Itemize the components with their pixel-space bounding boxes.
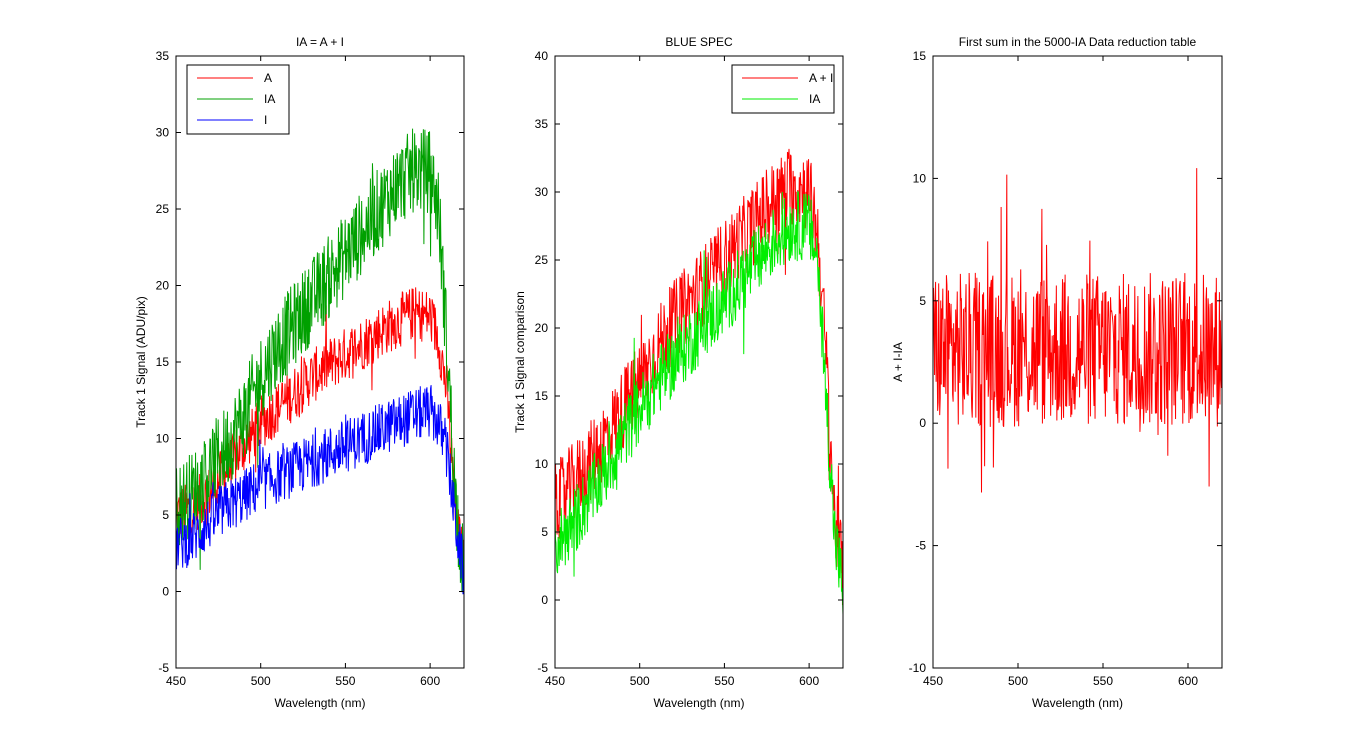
y-tick-label: -5 [158, 661, 169, 675]
series-i [176, 385, 464, 595]
x-axis-label: Wavelength (nm) [275, 696, 366, 710]
y-tick-label: 10 [156, 432, 170, 446]
y-tick-label: 20 [156, 279, 170, 293]
y-tick-label: 40 [535, 49, 549, 63]
y-tick-label: -5 [537, 661, 548, 675]
x-tick-label: 500 [251, 674, 271, 688]
y-tick-label: 5 [919, 294, 926, 308]
axes-frame [554, 55, 844, 669]
series-line [933, 168, 1222, 493]
x-tick-label: 600 [799, 674, 819, 688]
x-tick-label: 450 [923, 674, 943, 688]
y-tick-label: 0 [919, 416, 926, 430]
x-tick-label: 500 [1008, 674, 1028, 688]
x-tick-label: 500 [630, 674, 650, 688]
y-tick-label: 10 [913, 171, 927, 185]
y-tick-label: 30 [156, 126, 170, 140]
y-tick-label: 25 [535, 253, 549, 267]
y-tick-label: 10 [535, 457, 549, 471]
chart-2: 450 500 550 600 -5 0 5 10 15 20 25 30 35 40 BLUE SPEC W… [513, 35, 844, 710]
legend-label: IA [809, 92, 820, 106]
legend-label: I [264, 113, 267, 127]
y-axis-label: A + I-IA [891, 342, 905, 382]
x-tick-label: 550 [714, 674, 734, 688]
x-axis-label: Wavelength (nm) [654, 696, 745, 710]
x-tick-label: 450 [166, 674, 186, 688]
chart-title: IA = A + I [296, 35, 344, 49]
y-tick-label: 15 [913, 49, 927, 63]
y-tick-label: -10 [909, 661, 927, 675]
y-tick-label: 30 [535, 185, 549, 199]
y-tick-label: 5 [162, 508, 169, 522]
chart-title: BLUE SPEC [665, 35, 733, 49]
y-tick-label: 35 [156, 49, 170, 63]
legend: A IA I [186, 64, 290, 135]
y-tick-label: 20 [535, 321, 549, 335]
series-ia [555, 191, 843, 615]
legend-box [731, 64, 835, 114]
y-axis-label: Track 1 Signal (ADU/pix) [134, 296, 148, 428]
chart-1: 450 500 550 600 -5 0 5 10 15 20 25 30 35 IA = A + I Wa… [134, 35, 465, 710]
y-tick-label: 15 [156, 355, 170, 369]
y-tick-label: 5 [541, 525, 548, 539]
x-tick-label: 550 [1093, 674, 1113, 688]
axes-frame [932, 55, 1223, 669]
y-tick-label: 25 [156, 202, 170, 216]
y-tick-label: 35 [535, 117, 549, 131]
chart-3: 450 500 550 600 -10 -5 0 5 10 15 First sum in the … [891, 35, 1223, 710]
y-tick-label: 0 [162, 585, 169, 599]
x-tick-label: 600 [1178, 674, 1198, 688]
chart-title: First sum in the 5000-IA Data reduction … [959, 35, 1197, 49]
x-tick-label: 450 [545, 674, 565, 688]
series-ia [176, 128, 464, 593]
y-tick-label: 0 [541, 593, 548, 607]
x-tick-label: 550 [335, 674, 355, 688]
x-axis-label: Wavelength (nm) [1032, 696, 1123, 710]
plot-area [555, 56, 843, 668]
legend: A + I IA [731, 64, 835, 114]
legend-label: A + I [809, 71, 833, 85]
y-axis-label: Track 1 Signal comparison [513, 291, 527, 433]
x-tick-label: 600 [420, 674, 440, 688]
legend-label: IA [264, 92, 275, 106]
y-tick-label: -5 [915, 539, 926, 553]
y-tick-label: 15 [535, 389, 549, 403]
legend-label: A [264, 71, 272, 85]
